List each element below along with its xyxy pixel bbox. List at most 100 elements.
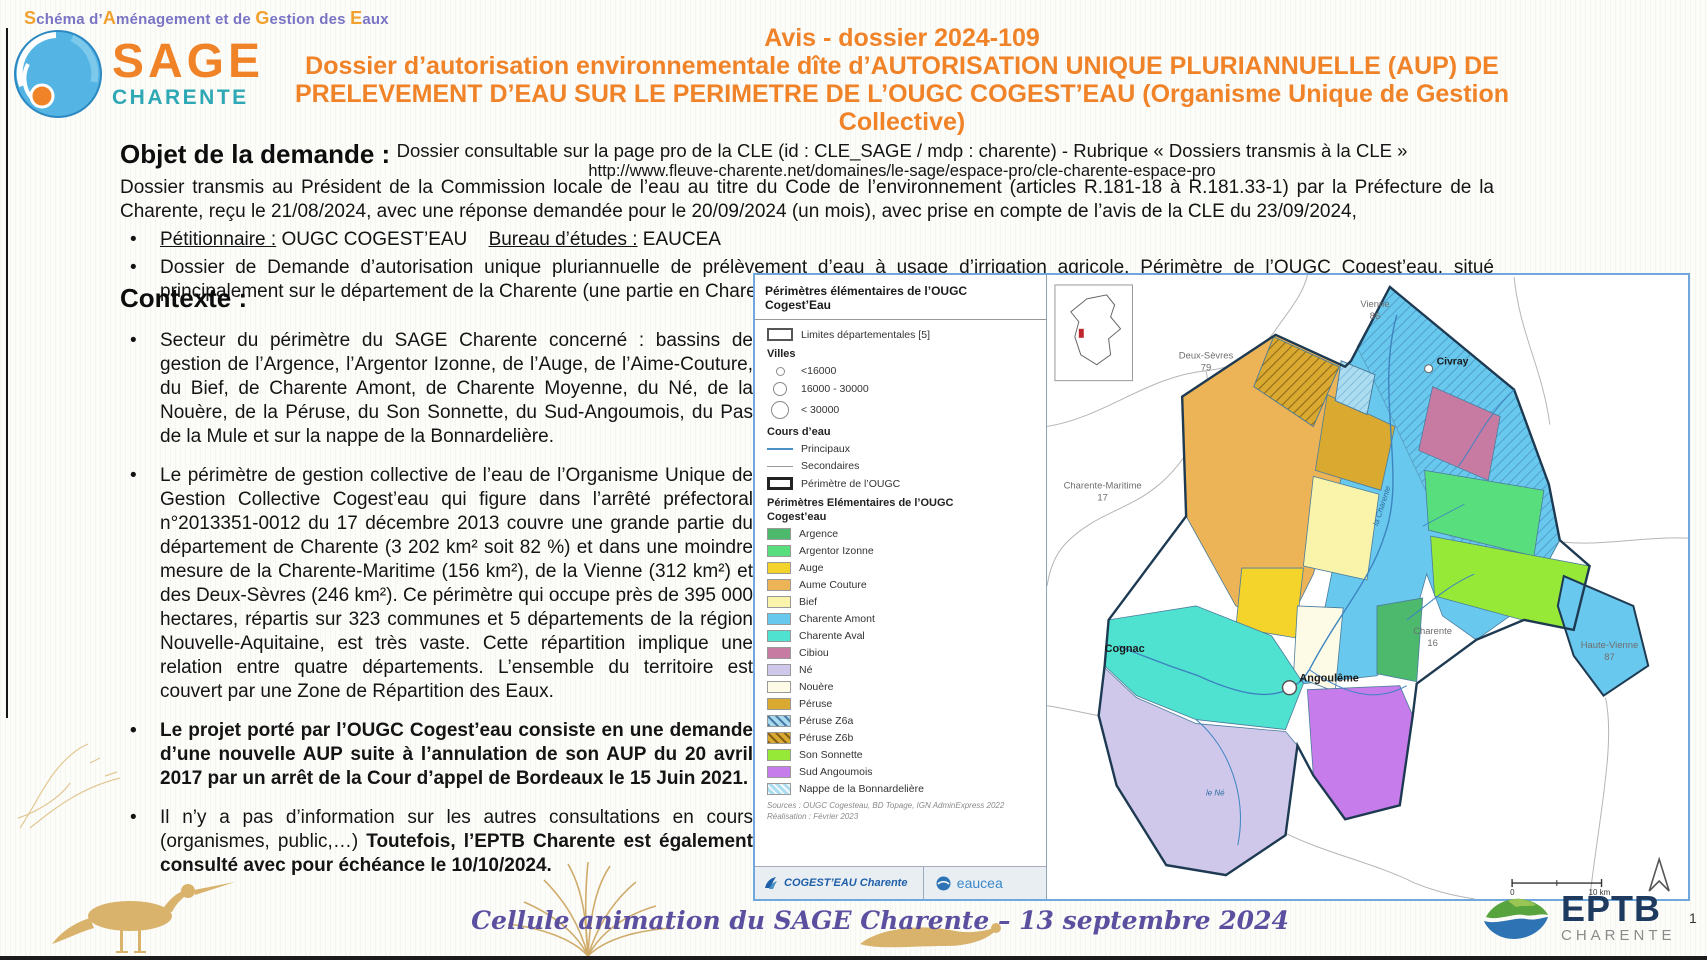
logo-sage-text: SAGE — [112, 34, 265, 88]
tagline-cap: A — [102, 8, 117, 28]
legend-perimetre-ougc: Périmètre de l’OUGC — [767, 477, 1034, 491]
consultations-normal: Il n’y a pas d’information sur les autre… — [160, 807, 753, 852]
objet-bullet-petitionnaire: Pétitionnaire : OUGC COGEST’EAU Bureau d… — [120, 228, 1494, 252]
swatch-charente-aval — [767, 629, 791, 642]
eaucea-logo: eaucea — [924, 867, 1046, 899]
inset-location-mark — [1078, 328, 1084, 338]
swatch-bief — [767, 595, 791, 608]
legend-item-peruse: Péruse — [767, 697, 1034, 710]
main-title-line2: Dossier d’autorisation environnementale … — [305, 52, 1499, 80]
swatch-ne — [767, 663, 791, 676]
petitionnaire-label: Pétitionnaire : — [160, 229, 277, 250]
ougc-map: Vienne 86 Deux-Sèvres 79 Charente-Mariti… — [1047, 275, 1688, 899]
legend-item-auge: Auge — [767, 561, 1034, 574]
sage-charente-logo: SAGE CHARENTE — [12, 28, 264, 120]
legend-villes-heading: Villes — [767, 348, 796, 360]
legend-cours-secondaires: Secondaires — [767, 460, 1034, 472]
map-figure: Périmètres élémentaires de l’OUGC Cogest… — [753, 273, 1690, 901]
bureau-etudes-label: Bureau d’études : — [488, 229, 638, 250]
consultations-bold: Toutefois, l’EPTB Charente est également… — [160, 831, 753, 876]
tagline-cap: S — [24, 8, 37, 28]
eptb-territory-icon — [1484, 898, 1548, 939]
legend-ville-medium: 16000 - 30000 — [767, 382, 1034, 397]
legend-ville-large: < 30000 — [767, 401, 1034, 420]
label-vienne: Vienne — [1360, 299, 1389, 310]
ougc-perimeter-outline — [1097, 285, 1591, 877]
tagline-cap: E — [350, 8, 363, 28]
department-labels: Vienne 86 Deux-Sèvres 79 Charente-Mariti… — [1064, 299, 1639, 663]
swatch-argentor — [767, 544, 791, 557]
basin-peruse — [1314, 394, 1396, 491]
contexte-bullet-secteur: Secteur du périmètre du SAGE Charente co… — [120, 329, 753, 449]
legend-cours-principaux: Principaux — [767, 443, 1034, 455]
main-title-line3: PRELEVEMENT D’EAU SUR LE PERIMETRE DE L’… — [294, 80, 1510, 136]
label-le-ne: le Né — [1206, 788, 1225, 797]
svg-text:10 km: 10 km — [1589, 888, 1611, 897]
legend-item-aume-couture: Aume Couture — [767, 578, 1034, 591]
north-arrow — [1648, 856, 1670, 892]
legend-item-argentor: Argentor Izonne — [767, 544, 1034, 557]
cogesteau-wave-icon — [765, 877, 777, 889]
basin-sud-angoumois — [1306, 685, 1414, 820]
legend-cours-heading: Cours d’eau — [767, 426, 831, 439]
legend-item-ne: Né — [767, 663, 1034, 676]
legend-ville-small: <16000 — [767, 365, 1034, 377]
svg-text:17: 17 — [1097, 492, 1107, 503]
sage-tagline: Schéma d’Aménagement et de Gestion des E… — [24, 8, 389, 28]
legend-item-charente-amont: Charente Amont — [767, 612, 1034, 625]
svg-text:86: 86 — [1370, 311, 1380, 322]
basin-argence — [1376, 597, 1424, 683]
river-secondary-line — [767, 465, 793, 467]
title-block: Avis - dossier 2024-109 Dossier d’autori… — [230, 24, 1574, 181]
swatch-peruse-z6b — [767, 731, 791, 744]
swatch-cibiou — [767, 646, 791, 659]
page-number: 1 — [1689, 910, 1697, 926]
avis-dossier-title: Avis - dossier 2024-109 — [764, 24, 1040, 52]
label-charente: Charente — [1413, 626, 1452, 637]
sage-globe-icon — [14, 30, 102, 118]
bureau-etudes-value: EAUCEA — [642, 229, 721, 250]
legend-item-peruse-z6a: Péruse Z6a — [767, 714, 1034, 727]
legend-item-argence: Argence — [767, 527, 1034, 540]
tagline-cap: G — [255, 8, 270, 28]
svg-text:79: 79 — [1201, 363, 1211, 374]
angouleme-marker — [1281, 679, 1298, 696]
swatch-nouere — [767, 680, 791, 693]
limites-swatch — [767, 328, 793, 341]
label-haute-vienne: Haute-Vienne — [1581, 640, 1638, 651]
rivers — [1118, 314, 1515, 846]
subtitle-access: Dossier consultable sur la page pro de l… — [396, 140, 1408, 161]
map-area: Vienne 86 Deux-Sèvres 79 Charente-Mariti… — [1047, 275, 1688, 899]
france-inset — [1054, 284, 1133, 382]
legend-item-nappe-bonnardeliere: Nappe de la Bonnardelière — [767, 782, 1034, 795]
swatch-aume-couture — [767, 578, 791, 591]
basin-nappe-bonnardeliere-hatch — [1334, 360, 1376, 416]
svg-text:16: 16 — [1427, 638, 1437, 649]
swatch-charente-amont — [767, 612, 791, 625]
perimetre-swatch — [767, 477, 793, 491]
map-sources: Sources : OUGC Cogesteau, BD Topage, IGN… — [767, 800, 1005, 821]
swatch-argence — [767, 527, 791, 540]
swatch-peruse — [767, 697, 791, 710]
svg-text:87: 87 — [1604, 652, 1614, 663]
civray-marker — [1424, 364, 1434, 374]
petitionnaire-value: OUGC COGEST’EAU — [281, 229, 468, 250]
city-dot-small — [775, 366, 785, 376]
legend-item-son-sonnette: Son Sonnette — [767, 748, 1034, 761]
objet-heading: Objet de la demande : — [120, 139, 391, 169]
swatch-nappe — [767, 782, 791, 795]
legend-item-nouere: Nouère — [767, 680, 1034, 693]
objet-paragraph: Dossier transmis au Président de la Comm… — [120, 177, 1494, 222]
subtitle-url: http://www.fleuve-charente.net/domaines/… — [588, 162, 1216, 180]
legend-items-heading: Périmètres Elémentaires de l’OUGC Cogest… — [767, 497, 954, 523]
footer-caption: Cellule animation du SAGE Charente – 13 … — [471, 906, 1289, 935]
legend-item-bief: Bief — [767, 595, 1034, 608]
bottom-edge-rule — [0, 956, 1707, 960]
contexte-bullet-perimetre: Le périmètre de gestion collective de l’… — [120, 464, 753, 704]
cogesteau-logo: COGEST’EAU Charente — [755, 867, 924, 899]
legend-item-sud-angoumois: Sud Angoumois — [767, 765, 1034, 778]
legend-item-peruse-z6b: Péruse Z6b — [767, 731, 1034, 744]
legend-title: Périmètres élémentaires de l’OUGC Cogest… — [755, 275, 1046, 320]
svg-text:0: 0 — [1510, 888, 1515, 897]
basin-bief — [1302, 475, 1380, 581]
